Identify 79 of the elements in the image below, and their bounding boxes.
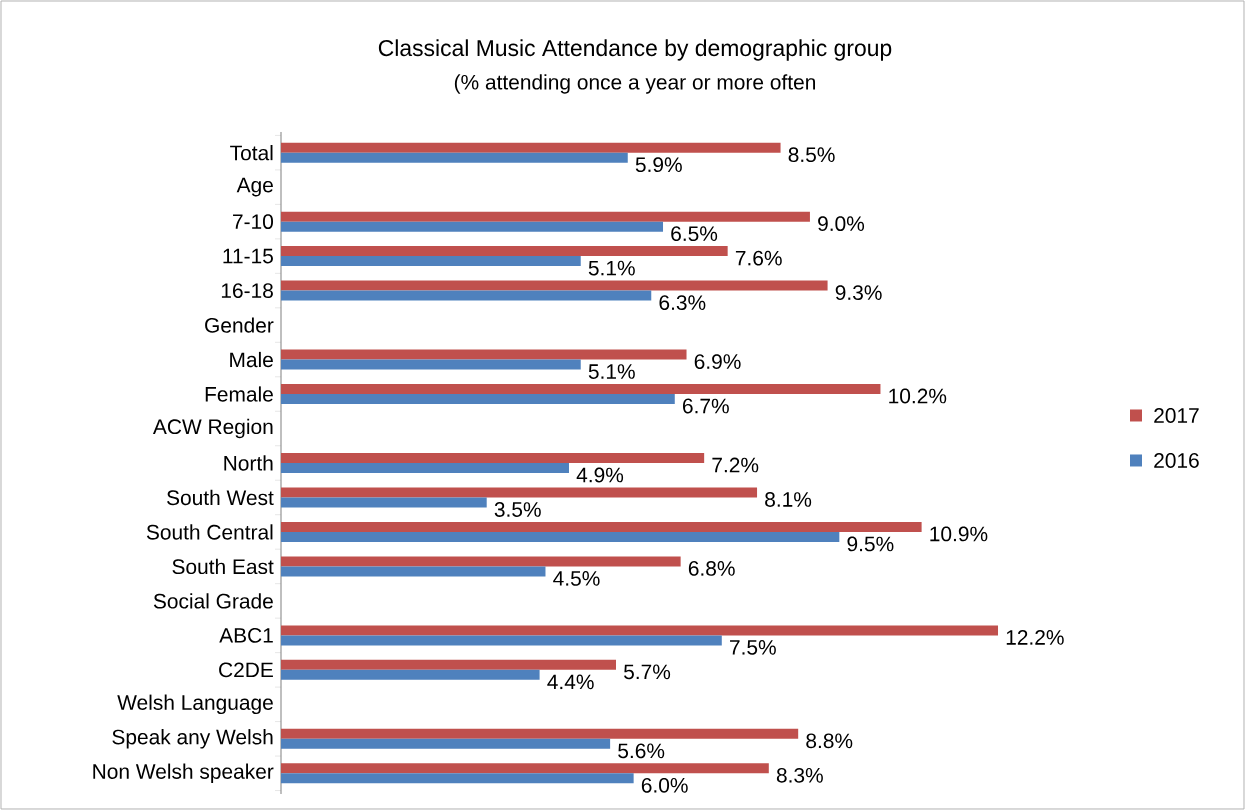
y-tick-label: Social Grade xyxy=(153,593,273,609)
data-label: 6.3% xyxy=(659,295,706,310)
bar xyxy=(281,142,781,153)
y-tick-label: Female xyxy=(205,386,273,402)
bar xyxy=(281,625,999,636)
data-label: 3.5% xyxy=(494,502,541,517)
data-label: 8.5% xyxy=(788,147,835,163)
bar xyxy=(281,349,687,360)
data-label: 4.4% xyxy=(547,674,594,690)
bar xyxy=(281,211,810,222)
data-label: 8.3% xyxy=(776,767,823,783)
bar xyxy=(281,152,628,163)
bar xyxy=(281,452,705,463)
y-tick-label: Welsh Language xyxy=(117,694,273,715)
chart-title: Classical Music Attendance by demographic group xyxy=(378,39,892,61)
y-tick-label: ACW Region xyxy=(152,418,273,439)
bar xyxy=(281,384,881,395)
bar xyxy=(281,290,652,301)
bar xyxy=(281,394,675,405)
bar xyxy=(281,521,922,532)
y-tick-label: Speak any Welsh xyxy=(112,729,273,749)
bar xyxy=(281,280,828,291)
data-label: 6.0% xyxy=(641,777,688,793)
bar xyxy=(281,566,546,577)
bar xyxy=(281,221,664,232)
y-tick-label: South East xyxy=(172,558,274,575)
bar xyxy=(281,738,611,749)
bar xyxy=(281,556,681,567)
y-tick-label: C2DE xyxy=(219,662,273,678)
y-tick-label: 11-15 xyxy=(223,248,273,264)
data-label: 9.5% xyxy=(847,536,894,552)
bar xyxy=(281,773,634,784)
legend-label: 2017 xyxy=(1154,408,1199,423)
y-tick-label: 16-18 xyxy=(221,283,273,298)
y-tick-label: Gender xyxy=(205,317,274,333)
y-tick-label: South West xyxy=(167,489,274,506)
bar xyxy=(281,763,769,774)
bar xyxy=(281,669,540,680)
y-tick-label: Total xyxy=(230,145,273,161)
bar xyxy=(281,487,758,498)
data-label: 9.0% xyxy=(818,216,865,232)
bar xyxy=(281,359,581,370)
chart-subtitle: (% attending once a year or more often xyxy=(454,74,816,94)
data-label: 5.7% xyxy=(624,664,671,680)
bar xyxy=(281,246,728,257)
data-label: 8.1% xyxy=(765,492,812,507)
data-label: 4.5% xyxy=(553,571,600,586)
data-label: 8.8% xyxy=(806,733,853,749)
y-tick-label: ABC1 xyxy=(219,627,273,643)
data-label: 6.9% xyxy=(694,354,741,369)
data-label: 7.6% xyxy=(735,250,782,266)
data-label: 7.2% xyxy=(712,457,759,473)
bar xyxy=(281,256,581,267)
legend-label: 2016 xyxy=(1154,453,1199,468)
y-tick-label: Male xyxy=(230,351,273,368)
data-label: 5.1% xyxy=(588,260,635,276)
y-tick-label: 7-10 xyxy=(233,214,274,230)
bar xyxy=(281,635,722,646)
data-label: 6.5% xyxy=(671,226,718,242)
y-tick-label: North xyxy=(224,455,273,471)
data-label: 5.6% xyxy=(618,743,665,759)
data-label: 7.5% xyxy=(730,640,776,655)
data-label: 4.9% xyxy=(576,467,624,483)
data-label: 6.7% xyxy=(683,398,729,414)
data-label: 5.9% xyxy=(635,157,682,173)
data-label: 10.2% xyxy=(889,388,947,404)
bar xyxy=(281,531,840,542)
bar xyxy=(281,462,569,473)
bar xyxy=(281,497,487,508)
data-label: 10.9% xyxy=(930,526,988,542)
y-tick-label: Non Welsh speaker xyxy=(93,763,274,784)
data-label: 5.1% xyxy=(588,364,635,379)
y-tick-label: Age xyxy=(236,177,273,197)
y-tick-label: South Central xyxy=(146,524,273,540)
bar xyxy=(281,659,616,670)
data-label: 12.2% xyxy=(1006,630,1064,645)
data-label: 9.3% xyxy=(835,285,882,300)
data-label: 6.8% xyxy=(688,561,735,576)
bar xyxy=(281,728,799,739)
